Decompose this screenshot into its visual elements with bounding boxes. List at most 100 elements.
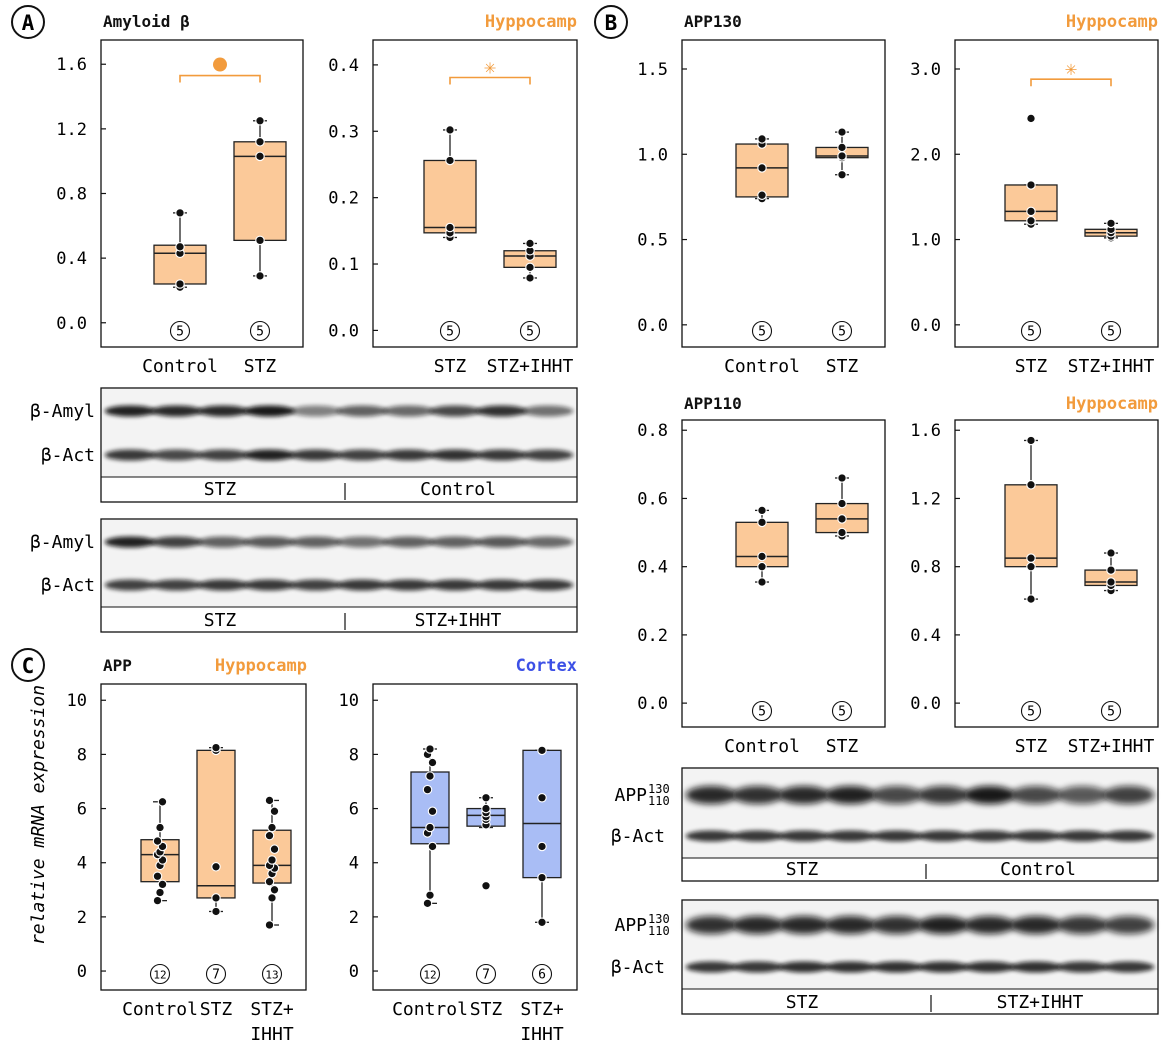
blot-row-label: β-Act [611,826,665,847]
box-iqr [522,749,562,879]
data-point [537,917,547,928]
data-point [1026,594,1036,604]
data-point [757,517,767,528]
data-point [445,125,455,135]
y-tick-label: 0.8 [56,185,87,205]
blot-band [475,579,527,591]
blot-band [243,579,295,591]
blot-band [917,916,969,934]
sample-size-circle [751,700,773,722]
sample-size-circle [169,320,191,342]
sample-size-circle [1020,320,1042,342]
data-point [422,784,433,795]
y-tick-label: 2.0 [910,145,941,165]
blot-band [778,786,830,804]
blot-band [151,405,203,417]
x-category-label: STZ [244,356,277,377]
blot-band [685,961,737,973]
blot-band [336,536,388,548]
chart-app-mrna-hippocampus: 0 2 4 6 8 10 APP Hyppocamp 12 Control 7 STZ 13 STZ+ IH… [67,656,307,1045]
western-blot-amyloid-stz-ihht: β-Amyl β-Act STZ STZ+IHHT [30,518,578,633]
blot-band [871,786,923,804]
x-category-label: STZ [1015,736,1048,757]
box-stz: 5 STZ [1004,435,1058,757]
sample-size-circle [1020,700,1042,722]
data-point [175,242,185,252]
blot-band [104,405,156,417]
box-control: 5 Control [724,134,800,377]
sample-size-label: 5 [838,325,846,340]
blot-band [336,579,388,591]
data-point [152,895,163,906]
data-point [267,855,277,865]
x-category-label: STZ [826,736,859,757]
sample-size-circle [519,320,541,342]
blot-band [522,579,574,591]
blot-group-label: STZ [204,479,237,500]
sample-size-circle [149,963,171,985]
box-control: 5 Control [724,505,800,757]
data-point [481,803,491,814]
x-category-label: STZ+IHHT [1068,356,1155,377]
blot-band [778,961,830,973]
data-point [1026,480,1036,490]
box-stz-ihht: 13 STZ+ IHHT [250,795,294,1045]
sample-size-circle [419,963,441,985]
region-label: Cortex [516,656,577,676]
data-point [211,862,221,872]
data-point [155,887,165,898]
blot-row-label: β-Act [41,445,95,466]
data-point [157,879,168,890]
data-point [757,577,767,587]
blot-band [475,405,527,417]
blot-group-label: STZ+IHHT [415,610,502,631]
sample-size-circle [531,963,553,985]
x-category-label: STZ [1015,356,1048,377]
blot-band [290,449,342,461]
y-tick-label: 0.5 [637,231,668,251]
data-point [422,898,433,909]
blot-band [964,830,1016,842]
panel-label-a: A [11,5,45,39]
sample-size-circle [751,320,773,342]
x-category-label: Control [724,736,800,757]
y-tick-label: 1.0 [637,145,668,165]
region-label: Hyppocamp [1066,394,1158,414]
chart-app110-hippocampus: 0.0 0.4 0.8 1.2 1.6 Hyppocamp 5 STZ 5 STZ+IHHT [910,394,1159,757]
chart-amyloid-hippocampus: 0.0 0.1 0.2 0.3 0.4 Hyppocamp 5 STZ 5 STZ+IHHT ✳ [328,12,578,377]
data-point [157,797,168,807]
x-category-label: Control [142,356,218,377]
data-point [757,134,767,144]
blot-band [917,786,969,804]
y-tick-label: 2 [349,908,359,928]
data-point [211,893,221,903]
significance-asterisk-icon: ✳ [1065,56,1077,80]
blot-band [104,449,156,461]
blot-band [824,961,876,973]
blot-band [1103,961,1155,973]
x-category-label: STZ+ [250,999,294,1020]
sample-size-circle [261,963,283,985]
chart-title: APP [103,656,132,675]
blot-band [151,449,203,461]
blot-band [151,579,203,591]
blot-band [104,579,156,591]
box-stz: 5 STZ [1004,113,1058,377]
blot-row-label-sup: 130 [648,782,670,796]
blot-band [732,830,784,842]
blot-band [243,449,295,461]
data-point [537,745,547,756]
blot-band [685,916,737,934]
y-tick-label: 6 [349,800,359,820]
sample-size-label: 5 [1107,705,1115,720]
blot-band [290,579,342,591]
y-tick-label: 1.2 [910,489,941,509]
blot-band [824,916,876,934]
x-category-label: STZ [470,999,503,1020]
gel-background [683,901,1157,989]
region-label: Hyppocamp [1066,12,1158,32]
x-category-label: STZ+IHHT [487,356,574,377]
